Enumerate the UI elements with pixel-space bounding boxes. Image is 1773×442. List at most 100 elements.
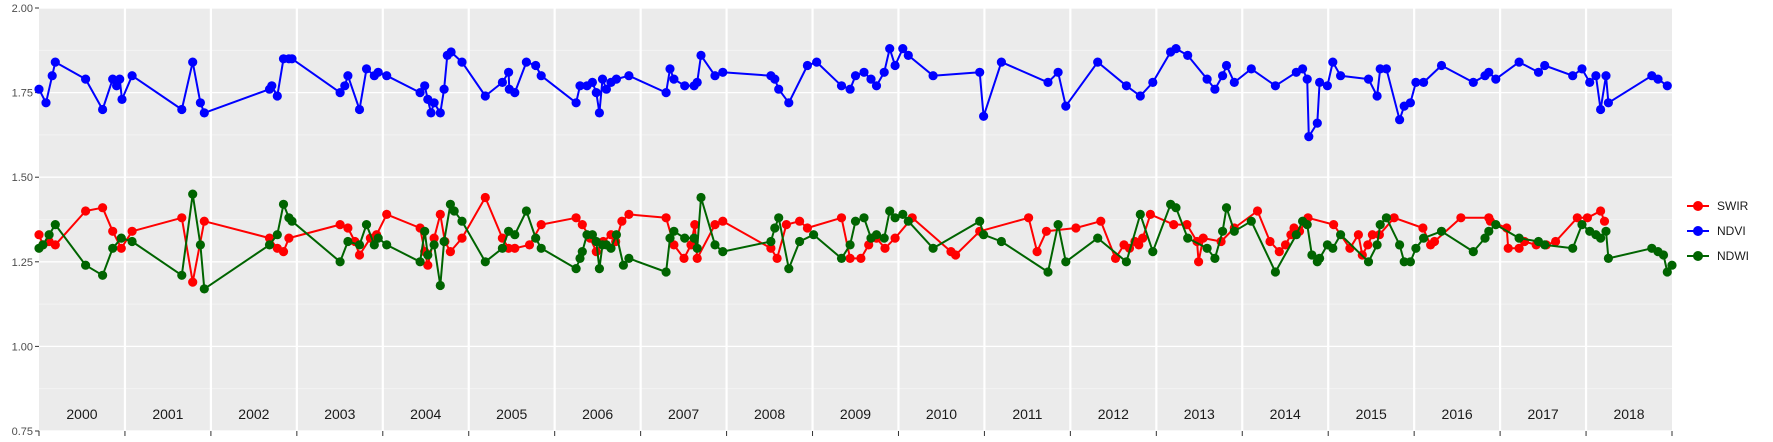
data-point-ndvi: [439, 84, 449, 94]
data-point-ndwi: [784, 264, 794, 274]
data-point-ndwi: [1468, 247, 1478, 257]
y-tick-label: 1.75: [12, 88, 33, 100]
data-point-swir: [1280, 240, 1291, 250]
legend-label: SWIR: [1717, 199, 1749, 213]
data-point-swir: [127, 226, 137, 236]
data-point-ndvi: [1322, 81, 1332, 91]
data-point-ndwi: [928, 243, 938, 253]
data-point-ndvi: [81, 74, 91, 84]
data-point-ndwi: [199, 284, 209, 294]
series-ndvi: [34, 44, 1672, 142]
data-point-ndvi: [1436, 60, 1447, 71]
data-point-swir: [278, 247, 289, 257]
data-point-ndwi: [618, 260, 629, 270]
data-point-ndvi: [879, 67, 889, 77]
legend-label: NDWI: [1717, 249, 1749, 263]
data-point-ndwi: [611, 230, 622, 240]
data-point-ndwi: [1372, 240, 1382, 250]
data-point-ndwi: [1540, 240, 1550, 250]
y-tick-label: 1.50: [12, 172, 33, 184]
x-year-label: 2007: [668, 406, 699, 422]
data-point-swir: [108, 226, 118, 236]
x-year-label: 2005: [496, 406, 527, 422]
data-point-ndwi: [1148, 247, 1158, 257]
x-year-label: 2001: [152, 406, 183, 422]
x-year-label: 2014: [1270, 406, 1301, 422]
data-point-swir: [382, 209, 392, 219]
data-point-swir: [1363, 240, 1373, 250]
x-year-label: 2010: [926, 406, 957, 422]
data-point-ndwi: [177, 270, 187, 280]
data-point-swir: [1198, 233, 1208, 243]
data-point-ndvi: [382, 71, 392, 81]
data-point-swir: [1182, 220, 1192, 230]
legend-label: NDVI: [1717, 224, 1746, 238]
data-point-ndwi: [81, 260, 91, 270]
data-point-ndvi: [680, 81, 690, 91]
data-point-ndwi: [1662, 267, 1672, 277]
data-point-ndvi: [354, 104, 365, 115]
data-point-ndvi: [1577, 64, 1587, 74]
x-year-label: 2006: [582, 406, 613, 422]
data-point-ndvi: [1662, 81, 1672, 91]
data-point-ndwi: [531, 233, 541, 243]
data-point-swir: [951, 250, 961, 260]
data-point-ndwi: [871, 230, 882, 240]
data-point-swir: [50, 240, 60, 250]
data-point-swir: [781, 220, 792, 230]
data-point-ndvi: [1585, 77, 1595, 87]
data-point-ndvi: [812, 57, 822, 67]
data-point-ndwi: [770, 223, 780, 233]
data-point-ndvi: [859, 67, 869, 77]
data-point-ndwi: [774, 213, 784, 223]
data-point-ndwi: [420, 226, 430, 236]
data-point-ndwi: [1363, 257, 1374, 267]
data-point-swir: [1274, 247, 1284, 257]
data-point-ndvi: [1053, 67, 1063, 77]
data-point-ndwi: [587, 230, 598, 240]
data-point-swir: [1503, 243, 1513, 253]
data-point-ndvi: [1218, 71, 1228, 81]
data-point-swir: [617, 216, 627, 226]
data-point-ndwi: [435, 280, 445, 291]
data-point-ndwi: [1667, 260, 1677, 270]
data-point-ndwi: [1093, 233, 1103, 243]
data-point-ndwi: [1381, 213, 1391, 223]
data-point-ndvi: [415, 88, 425, 98]
data-point-ndwi: [1436, 226, 1447, 236]
data-point-swir: [1134, 240, 1144, 250]
data-point-ndvi: [1043, 77, 1053, 87]
data-point-ndwi: [1601, 226, 1611, 236]
data-point-ndwi: [510, 230, 520, 240]
data-point-ndvi: [1381, 64, 1391, 74]
data-point-ndwi: [975, 216, 985, 226]
data-point-ndwi: [1315, 253, 1325, 263]
data-point-swir: [661, 213, 671, 223]
data-point-ndvi: [373, 67, 383, 77]
data-point-swir: [1418, 223, 1428, 233]
data-point-swir: [536, 220, 546, 230]
data-point-ndvi: [850, 71, 861, 81]
data-point-swir: [802, 223, 813, 233]
data-point-swir: [480, 192, 490, 203]
data-point-ndwi: [1328, 243, 1338, 253]
data-point-ndvi: [1405, 98, 1415, 108]
data-point-swir: [1514, 243, 1524, 253]
data-point-ndwi: [879, 233, 889, 243]
data-point-ndvi: [903, 50, 913, 61]
data-point-ndvi: [1372, 91, 1382, 101]
data-point-ndwi: [188, 189, 198, 199]
data-point-swir: [354, 250, 365, 260]
data-point-ndvi: [521, 57, 532, 67]
x-year-label: 2008: [754, 406, 785, 422]
data-point-swir: [1110, 253, 1121, 263]
data-point-ndwi: [1568, 243, 1578, 253]
data-point-ndvi: [665, 64, 675, 74]
data-point-ndvi: [98, 104, 108, 115]
data-point-ndwi: [429, 240, 439, 250]
data-point-ndwi: [369, 240, 379, 250]
data-point-ndvi: [1093, 57, 1103, 67]
data-point-swir: [1145, 209, 1155, 219]
data-point-swir: [335, 220, 345, 230]
